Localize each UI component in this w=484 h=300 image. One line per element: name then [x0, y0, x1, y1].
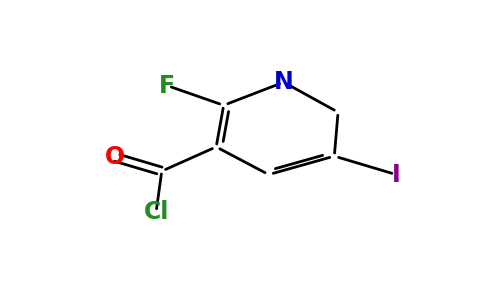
- Text: N: N: [274, 70, 294, 94]
- Text: O: O: [105, 145, 125, 169]
- Text: Cl: Cl: [143, 200, 169, 224]
- Text: F: F: [159, 74, 176, 98]
- Text: I: I: [392, 163, 401, 187]
